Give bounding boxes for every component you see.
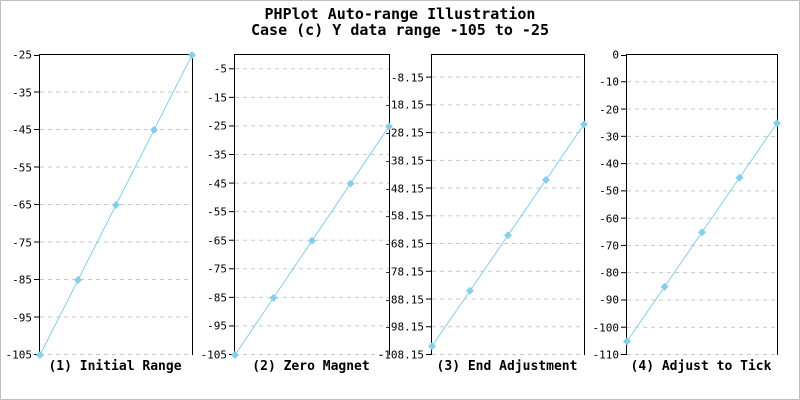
data-point-marker	[542, 175, 550, 184]
y-tick-label: -20	[599, 103, 619, 117]
y-tick-label: -45	[207, 177, 227, 191]
subplot-end-adjustment: -8.15 -18.15 -28.15 -38.15 -48.15 -58.15 -68.1…	[378, 54, 588, 384]
plot-area-initial-range: -25 -35 -45 -55 -65 -75 -85 -95 -105	[6, 50, 196, 361]
subplot-title-adjust-to-tick: (4) Adjust to Tick	[630, 359, 772, 374]
y-tick-label: -65	[12, 198, 32, 212]
y-tick-label: -95	[207, 319, 227, 333]
y-tick-label: -75	[12, 236, 32, 249]
data-point-marker	[346, 179, 355, 188]
y-tick-label: -25	[12, 48, 32, 62]
chart-title-line1: PHPlot Auto-range Illustration	[264, 5, 536, 23]
data-point-marker	[231, 351, 239, 359]
y-tick-label: -25	[207, 119, 227, 133]
y-tick-label: -105	[200, 348, 228, 362]
data-point-marker	[308, 236, 316, 245]
y-tick-label: -95	[12, 311, 32, 324]
data-point-marker	[504, 231, 512, 240]
plot-canvas	[426, 76, 588, 355]
y-tick-label: -40	[599, 157, 619, 171]
y-tick-label: -68.15	[384, 237, 424, 251]
data-point-marker	[385, 122, 393, 131]
y-tick-label: -38.15	[384, 154, 424, 168]
y-tick-label: -105	[5, 348, 33, 362]
y-tick-label: -10	[599, 75, 619, 89]
y-tick-label: -55	[207, 205, 227, 219]
data-point-marker	[773, 119, 781, 128]
y-tick-label: -88.15	[384, 293, 424, 307]
plot-area-adjust-to-tick: 0 -10 -20 -30 -40 -50 -60 -70 -80 -90 -100 -110	[593, 50, 781, 361]
plot-canvas	[34, 51, 196, 359]
chart-title: PHPlot Auto-range Illustration Case (c) …	[1, 6, 799, 38]
y-tick-label: -110	[592, 348, 620, 362]
plot-canvas	[229, 68, 393, 359]
y-tick-label: -5	[213, 62, 227, 76]
y-tick-label: -35	[12, 86, 32, 99]
y-tick-label: -98.15	[384, 320, 424, 334]
y-tick-label: -45	[12, 123, 32, 137]
y-tick-label: -18.15	[384, 98, 424, 112]
y-tick-label: -85	[207, 291, 227, 305]
y-tick-label: -58.15	[384, 209, 424, 223]
plot-area-zero-magnet: -5 -15 -25 -35 -45 -55 -65 -75 -85 -95 -105	[201, 54, 393, 361]
y-tick-label: -85	[12, 273, 32, 287]
data-point-marker	[188, 51, 196, 59]
data-point-marker	[466, 286, 474, 295]
y-tick-label: -75	[207, 262, 227, 276]
y-tick-label: -50	[599, 184, 619, 198]
data-point-marker	[74, 276, 82, 284]
y-tick-label: 0	[612, 48, 619, 62]
data-point-marker	[150, 126, 158, 134]
data-point-marker	[735, 173, 744, 182]
subplot-title-initial-range: (1) Initial Range	[48, 359, 182, 374]
subplot-title-end-adjustment: (3) End Adjustment	[436, 359, 578, 374]
data-point-marker	[269, 293, 278, 302]
subplot-adjust-to-tick: 0 -10 -20 -30 -40 -50 -60 -70 -80 -90 -100 -110 (4)…	[593, 50, 781, 384]
y-tick-label: -35	[207, 148, 227, 162]
y-tick-label: -90	[599, 293, 619, 307]
data-point-marker	[623, 337, 631, 346]
y-tick-label: -8.15	[390, 71, 424, 85]
y-tick-label: -28.15	[384, 126, 424, 140]
data-point-marker	[698, 228, 706, 237]
y-tick-label: -100	[592, 321, 620, 335]
chart-title-line2: Case (c) Y data range -105 to -25	[250, 21, 549, 39]
y-tick-label: -15	[207, 91, 227, 105]
subplot-title-zero-magnet: (2) Zero Magnet	[252, 359, 370, 374]
y-tick-label: -30	[599, 130, 619, 144]
data-point-marker	[36, 351, 44, 359]
data-point-marker	[660, 282, 669, 291]
plot-canvas	[621, 55, 781, 355]
y-tick-label: -78.15	[384, 265, 424, 279]
y-tick-label: -65	[207, 234, 227, 248]
subplot-zero-magnet: -5 -15 -25 -35 -45 -55 -65 -75 -85 -95 -105 (2) Ze…	[201, 54, 393, 384]
plot-area-end-adjustment: -8.15 -18.15 -28.15 -38.15 -48.15 -58.15 -68.1…	[378, 54, 588, 361]
data-point-marker	[580, 120, 588, 129]
subplot-initial-range: -25 -35 -45 -55 -65 -75 -85 -95 -105 (1) Initial…	[6, 50, 196, 384]
y-tick-label: -108.15	[377, 348, 424, 362]
y-tick-label: -60	[599, 212, 619, 226]
y-tick-label: -48.15	[384, 182, 424, 196]
y-tick-label: -70	[599, 239, 619, 253]
data-point-marker	[428, 342, 436, 351]
data-point-marker	[112, 201, 120, 209]
y-tick-label: -55	[12, 161, 32, 174]
y-tick-label: -80	[599, 266, 619, 280]
